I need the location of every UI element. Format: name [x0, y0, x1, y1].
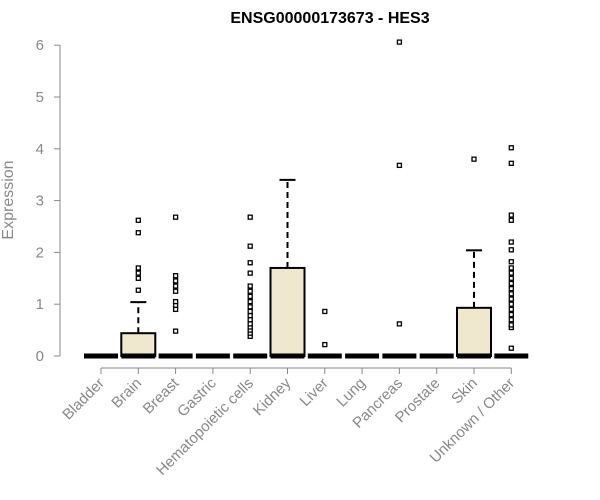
- box-rect: [120, 332, 157, 358]
- outlier-point: [247, 317, 253, 323]
- box-rect: [456, 306, 492, 357]
- box-skin: [456, 156, 492, 359]
- y-tick-label: 5: [36, 89, 44, 106]
- outlier-point: [508, 286, 514, 292]
- outlier-point: [172, 298, 179, 305]
- outlier-point: [396, 162, 403, 169]
- outlier-point: [172, 288, 179, 294]
- outlier-point: [471, 156, 477, 162]
- box-unknown-other: [494, 145, 529, 359]
- outlier-point: [508, 212, 514, 218]
- x-tick-label: Kidney: [250, 374, 295, 419]
- boxes-layer: [84, 39, 529, 359]
- outlier-point: [135, 270, 141, 276]
- x-tick-label: Bladder: [59, 375, 108, 424]
- outlier-point: [508, 280, 514, 287]
- outlier-point: [172, 306, 179, 313]
- outlier-point: [247, 288, 253, 294]
- outlier-point: [247, 214, 253, 220]
- outlier-point: [172, 283, 179, 289]
- outlier-point: [508, 160, 514, 166]
- outlier-point: [508, 345, 514, 351]
- outlier-point: [247, 298, 253, 305]
- outlier-point: [508, 239, 514, 245]
- outlier-point: [135, 217, 141, 223]
- y-tick-label: 1: [36, 296, 44, 313]
- outlier-point: [247, 260, 253, 266]
- y-axis: 0 1 2 3 4 5 6: [36, 37, 61, 365]
- outlier-point: [508, 311, 514, 318]
- outlier-point: [172, 273, 179, 279]
- outlier-point: [508, 265, 514, 271]
- box-pancreas: [382, 39, 417, 359]
- outlier-point: [135, 287, 141, 293]
- outlier-point: [247, 243, 253, 249]
- y-tick-label: 4: [36, 141, 44, 158]
- y-tick-label: 2: [36, 244, 44, 261]
- outlier-point: [508, 317, 514, 323]
- box-brain: [120, 217, 157, 359]
- outlier-point: [172, 278, 179, 284]
- outlier-point: [508, 306, 514, 313]
- outlier-point: [172, 328, 179, 334]
- outlier-point: [247, 321, 253, 327]
- box-hematopoietic-cells: [233, 214, 268, 359]
- y-tick-label: 6: [36, 37, 44, 54]
- outlier-point: [135, 275, 141, 281]
- x-tick-label: Liver: [297, 375, 332, 410]
- x-tick-label: Skin: [448, 375, 481, 408]
- outlier-point: [247, 312, 253, 319]
- outlier-point: [396, 39, 403, 45]
- box-breast: [158, 214, 193, 359]
- outlier-point: [247, 308, 253, 315]
- outlier-point: [508, 259, 514, 265]
- y-tick-label: 3: [36, 193, 44, 210]
- outlier-point: [322, 308, 328, 315]
- outlier-point: [247, 270, 253, 276]
- box-liver: [307, 308, 342, 359]
- outlier-point: [508, 217, 514, 223]
- outlier-point: [508, 301, 514, 307]
- outlier-point: [508, 247, 514, 253]
- outlier-point: [508, 275, 514, 281]
- outlier-point: [247, 293, 253, 300]
- outlier-point: [135, 265, 141, 271]
- outlier-point: [247, 304, 253, 310]
- outlier-point: [247, 283, 253, 289]
- outlier-point: [396, 321, 403, 327]
- box-rect: [269, 266, 306, 357]
- outlier-point: [135, 230, 141, 236]
- outlier-point: [508, 145, 514, 151]
- outlier-point: [508, 296, 514, 302]
- outlier-point: [508, 291, 514, 297]
- y-axis-label: Expression: [0, 160, 17, 239]
- box-kidney: [269, 178, 306, 359]
- chart-title: ENSG00000173673 - HES3: [230, 10, 429, 27]
- outlier-point: [508, 270, 514, 276]
- outlier-point: [172, 214, 179, 220]
- y-tick-label: 0: [36, 348, 44, 365]
- outlier-point: [508, 322, 514, 328]
- outlier-point: [322, 341, 328, 348]
